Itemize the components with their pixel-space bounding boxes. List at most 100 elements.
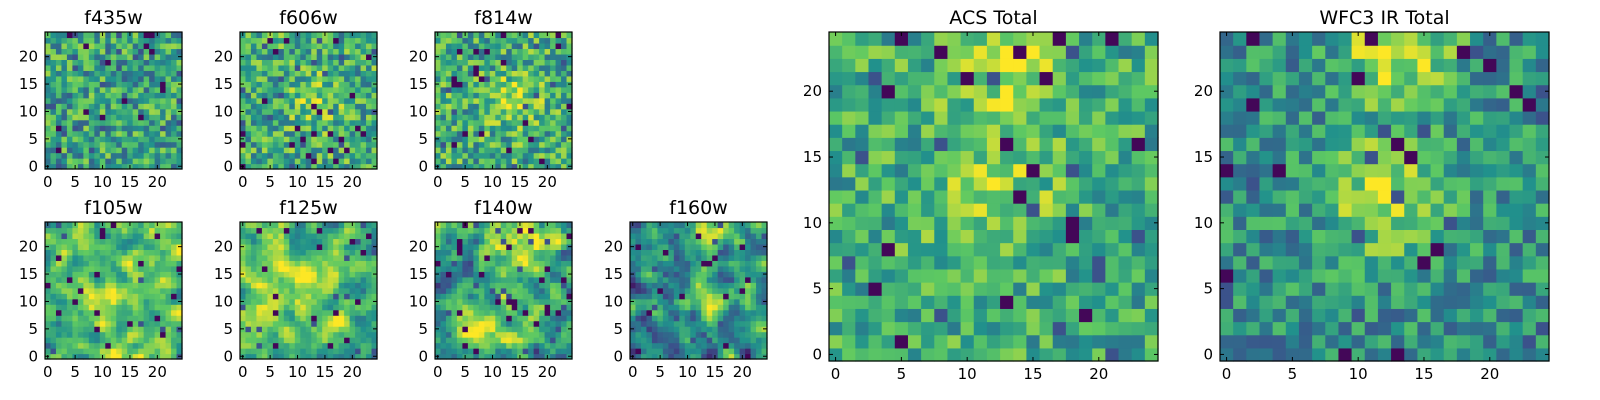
heatmap-cell — [842, 176, 856, 191]
heatmap-cell — [462, 152, 469, 159]
heatmap-cell — [462, 315, 469, 322]
heatmap-cell — [88, 136, 95, 143]
heatmap-cell — [829, 321, 843, 336]
heatmap-cell — [907, 308, 922, 323]
heatmap-cell — [495, 81, 502, 88]
heatmap-cell — [528, 130, 535, 137]
heatmap-cell — [500, 227, 507, 234]
heatmap-cell — [305, 243, 312, 250]
heatmap-cell — [344, 48, 351, 55]
heatmap-cell — [305, 53, 312, 60]
heatmap-cell — [511, 64, 518, 71]
heatmap-cell — [105, 331, 112, 338]
heatmap-cell — [506, 97, 513, 104]
heatmap-cell — [478, 249, 485, 256]
heatmap-cell — [300, 86, 307, 93]
heatmap-cell — [511, 353, 518, 360]
heatmap-cell — [489, 337, 496, 344]
heatmap-cell — [154, 158, 161, 165]
heatmap-cell — [473, 271, 480, 278]
heatmap-cell — [316, 337, 323, 344]
heatmap-cell — [467, 81, 474, 88]
heatmap-cell — [154, 348, 161, 355]
heatmap-cell — [138, 59, 145, 66]
heatmap-cell — [506, 342, 513, 349]
heatmap-cell — [355, 37, 362, 44]
heatmap-cell — [445, 326, 453, 333]
heatmap-cell — [294, 59, 301, 66]
y-tick-label: 20 — [409, 48, 428, 66]
heatmap-cell — [1118, 347, 1133, 362]
heatmap-cell — [278, 232, 285, 240]
heatmap-cell — [1144, 229, 1159, 244]
heatmap-cell — [327, 249, 334, 256]
heatmap-cell — [462, 276, 469, 283]
heatmap-cell — [528, 147, 535, 154]
heatmap-cell — [511, 53, 518, 60]
heatmap-cell — [94, 271, 101, 278]
heatmap-cell — [1079, 334, 1093, 349]
heatmap-cell — [657, 227, 664, 234]
heatmap-cell — [511, 320, 518, 327]
heatmap-cell — [829, 216, 843, 230]
heatmap-cell — [176, 130, 183, 137]
heatmap-cell — [110, 81, 117, 88]
heatmap-cell — [511, 114, 518, 121]
heatmap-cell — [294, 243, 301, 250]
heatmap-cell — [138, 103, 145, 110]
heatmap-cell — [278, 337, 285, 344]
heatmap-cell — [327, 254, 334, 261]
heatmap-cell — [149, 271, 156, 278]
heatmap-cell — [116, 136, 123, 143]
heatmap-cell — [311, 81, 318, 88]
heatmap-cell — [495, 353, 502, 360]
heatmap-cell — [116, 298, 123, 305]
heatmap-cell — [511, 249, 518, 256]
heatmap-cell — [366, 342, 373, 349]
heatmap-cell — [88, 232, 95, 240]
heatmap-cell — [489, 147, 496, 154]
heatmap-cell — [110, 103, 117, 110]
heatmap-cell — [511, 103, 518, 110]
heatmap-cell — [684, 249, 691, 256]
heatmap-cell — [934, 321, 949, 336]
heatmap-cell — [739, 232, 746, 240]
heatmap-cell — [66, 320, 73, 327]
heatmap-cell — [478, 243, 485, 250]
heatmap-cell — [94, 53, 101, 60]
heatmap-cell — [528, 75, 535, 82]
heatmap-cell — [283, 304, 290, 311]
heatmap-cell — [522, 271, 529, 278]
heatmap-cell — [176, 238, 183, 245]
heatmap-cell — [138, 249, 145, 256]
heatmap-cell — [149, 163, 156, 170]
heatmap-cell — [868, 295, 883, 309]
heatmap-cell — [256, 37, 263, 44]
heatmap-cell — [445, 342, 453, 349]
heatmap-cell — [61, 103, 68, 110]
heatmap-cell — [561, 265, 568, 272]
heatmap-cell — [473, 304, 480, 311]
heatmap-cell — [154, 293, 161, 300]
heatmap-cell — [83, 260, 90, 267]
heatmap-cell — [344, 282, 351, 289]
heatmap-cell — [278, 353, 285, 360]
heatmap-cell — [473, 276, 480, 283]
heatmap-cell — [445, 320, 453, 327]
heatmap-cell — [333, 331, 340, 338]
heatmap-cell — [528, 103, 535, 110]
heatmap-cell — [88, 276, 95, 283]
heatmap-cell — [83, 70, 90, 77]
heatmap-cell — [45, 287, 52, 294]
heatmap-cell — [88, 141, 95, 148]
heatmap-cell — [478, 227, 485, 234]
heatmap-cell — [701, 293, 708, 300]
heatmap-cell — [445, 315, 453, 322]
heatmap-cell — [305, 315, 312, 322]
heatmap-cell — [695, 238, 702, 245]
heatmap-cell — [522, 75, 529, 82]
heatmap-cell — [723, 304, 730, 311]
x-tick-label: 10 — [93, 363, 112, 381]
heatmap-cell — [333, 141, 340, 148]
heatmap-cell — [283, 348, 290, 355]
